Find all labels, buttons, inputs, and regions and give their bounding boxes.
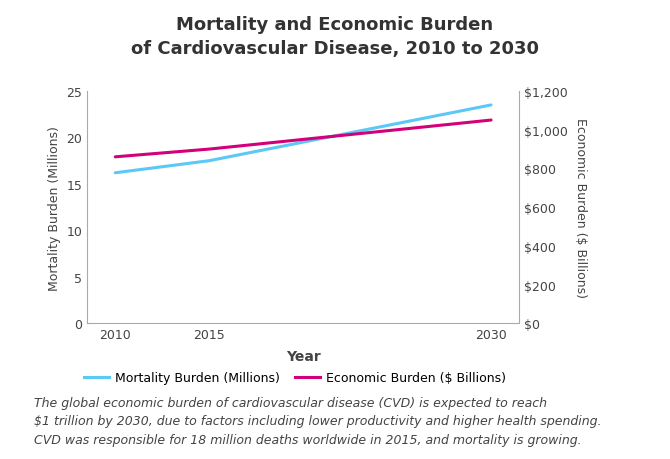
- Y-axis label: Mortality Burden (Millions): Mortality Burden (Millions): [48, 125, 61, 290]
- X-axis label: Year: Year: [286, 350, 320, 364]
- Legend: Mortality Burden (Millions), Economic Burden ($ Billions): Mortality Burden (Millions), Economic Bu…: [78, 367, 511, 390]
- Text: Mortality and Economic Burden
of Cardiovascular Disease, 2010 to 2030: Mortality and Economic Burden of Cardiov…: [131, 16, 539, 57]
- Y-axis label: Economic Burden ($ Billions): Economic Burden ($ Billions): [574, 118, 588, 297]
- Text: The global economic burden of cardiovascular disease (CVD) is expected to reach
: The global economic burden of cardiovasc…: [34, 396, 601, 446]
